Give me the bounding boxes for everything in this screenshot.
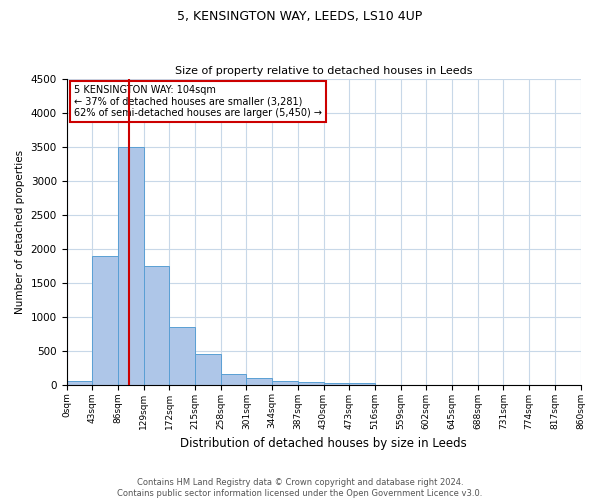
Bar bbox=[247, 378, 272, 384]
X-axis label: Distribution of detached houses by size in Leeds: Distribution of detached houses by size … bbox=[180, 437, 467, 450]
Bar bbox=[169, 327, 195, 384]
Bar bbox=[92, 256, 118, 384]
Bar bbox=[272, 380, 298, 384]
Y-axis label: Number of detached properties: Number of detached properties bbox=[15, 150, 25, 314]
Title: Size of property relative to detached houses in Leeds: Size of property relative to detached ho… bbox=[175, 66, 472, 76]
Text: Contains HM Land Registry data © Crown copyright and database right 2024.
Contai: Contains HM Land Registry data © Crown c… bbox=[118, 478, 482, 498]
Bar bbox=[67, 382, 92, 384]
Text: 5 KENSINGTON WAY: 104sqm
← 37% of detached houses are smaller (3,281)
62% of sem: 5 KENSINGTON WAY: 104sqm ← 37% of detach… bbox=[74, 85, 322, 118]
Bar bbox=[298, 382, 323, 384]
Text: 5, KENSINGTON WAY, LEEDS, LS10 4UP: 5, KENSINGTON WAY, LEEDS, LS10 4UP bbox=[178, 10, 422, 23]
Bar bbox=[195, 354, 221, 384]
Bar bbox=[221, 374, 247, 384]
Bar bbox=[143, 266, 169, 384]
Bar bbox=[118, 147, 143, 384]
Bar bbox=[323, 382, 349, 384]
